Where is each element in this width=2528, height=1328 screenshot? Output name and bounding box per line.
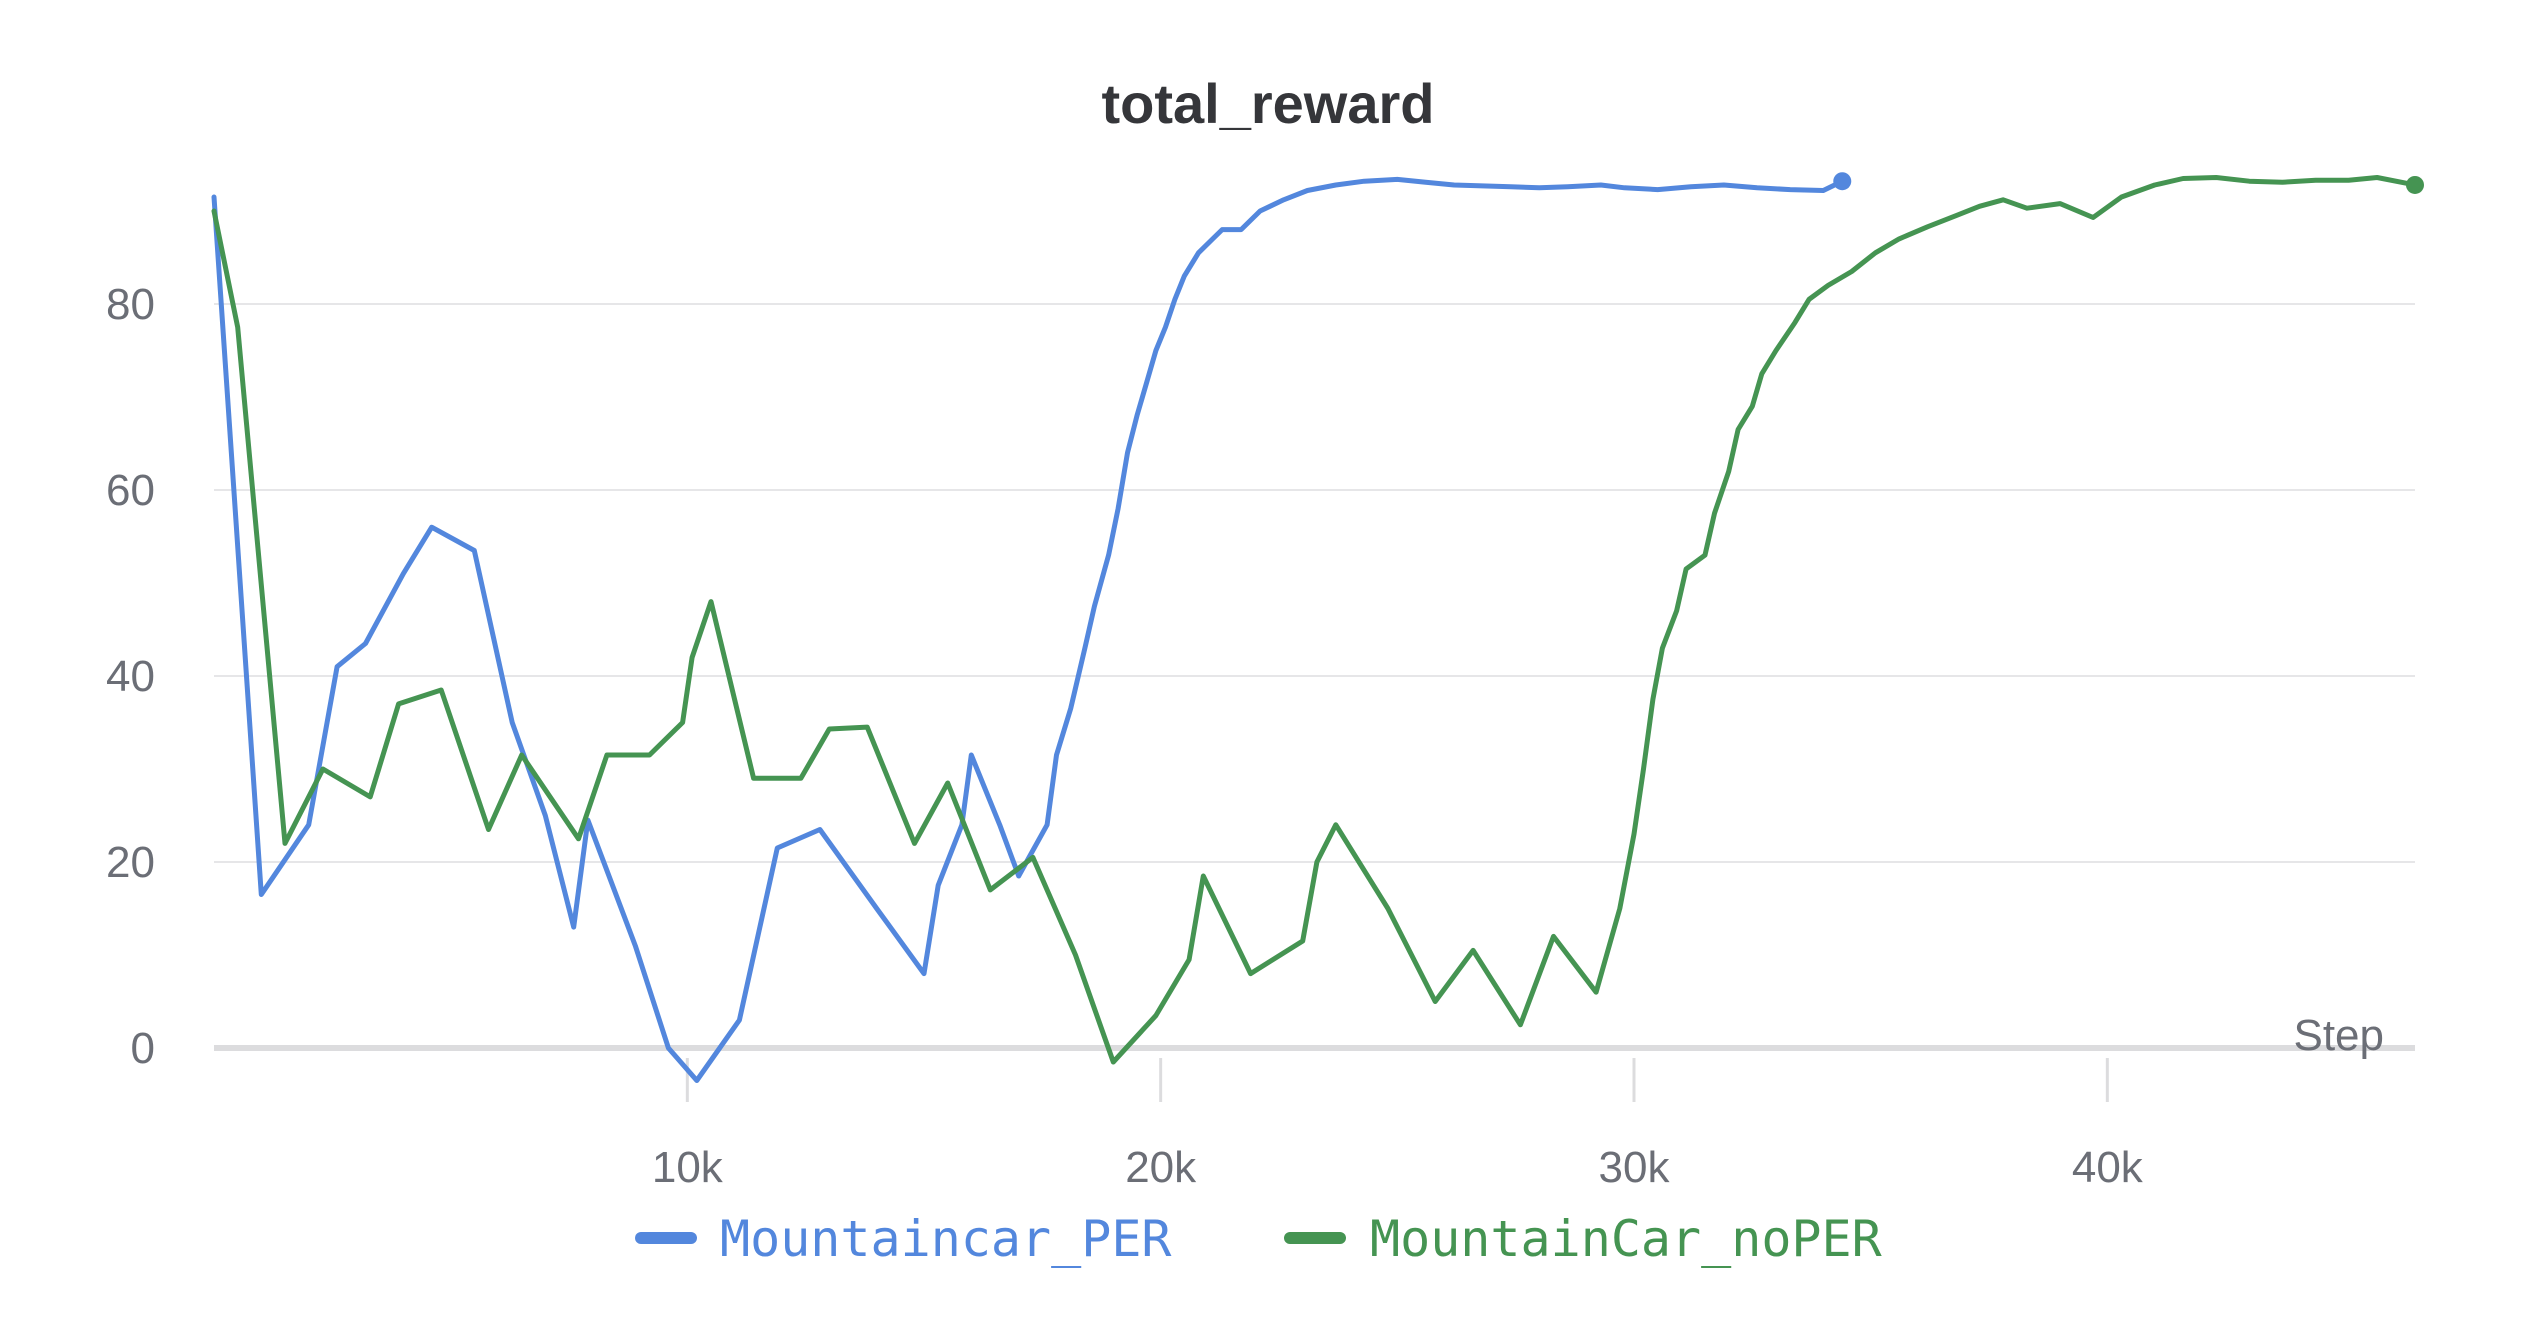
x-tick-label: 20k: [1125, 1143, 1197, 1192]
series-end-point: [2406, 175, 2424, 194]
series-line: [211, 176, 1845, 1083]
x-tick-label: 40k: [2072, 1143, 2144, 1192]
legend: Mountaincar_PER MountainCar_noPER: [635, 1210, 1883, 1268]
y-tick-label: 0: [131, 1024, 155, 1073]
axes: [214, 1045, 2415, 1102]
y-tick-label: 20: [106, 838, 155, 887]
chart-title: total_reward: [1102, 72, 1435, 135]
grid-lines: [214, 303, 2415, 863]
y-tick-label: 60: [106, 466, 155, 515]
series-lines: [211, 172, 2424, 1083]
y-tick-label: 80: [106, 280, 155, 329]
tick-labels: 0 20 40 60 80 10k 20k 30k 40k: [106, 280, 2144, 1192]
x-tick-label: 10k: [652, 1143, 724, 1192]
series-line: [211, 175, 2418, 1065]
x-tick-label: 30k: [1599, 1143, 1671, 1192]
series-end-point: [1833, 172, 1852, 191]
legend-label: MountainCar_noPER: [1370, 1210, 1883, 1268]
x-axis-label: Step: [2293, 1011, 2384, 1060]
legend-label: Mountaincar_PER: [720, 1210, 1172, 1268]
y-tick-label: 40: [106, 652, 155, 701]
